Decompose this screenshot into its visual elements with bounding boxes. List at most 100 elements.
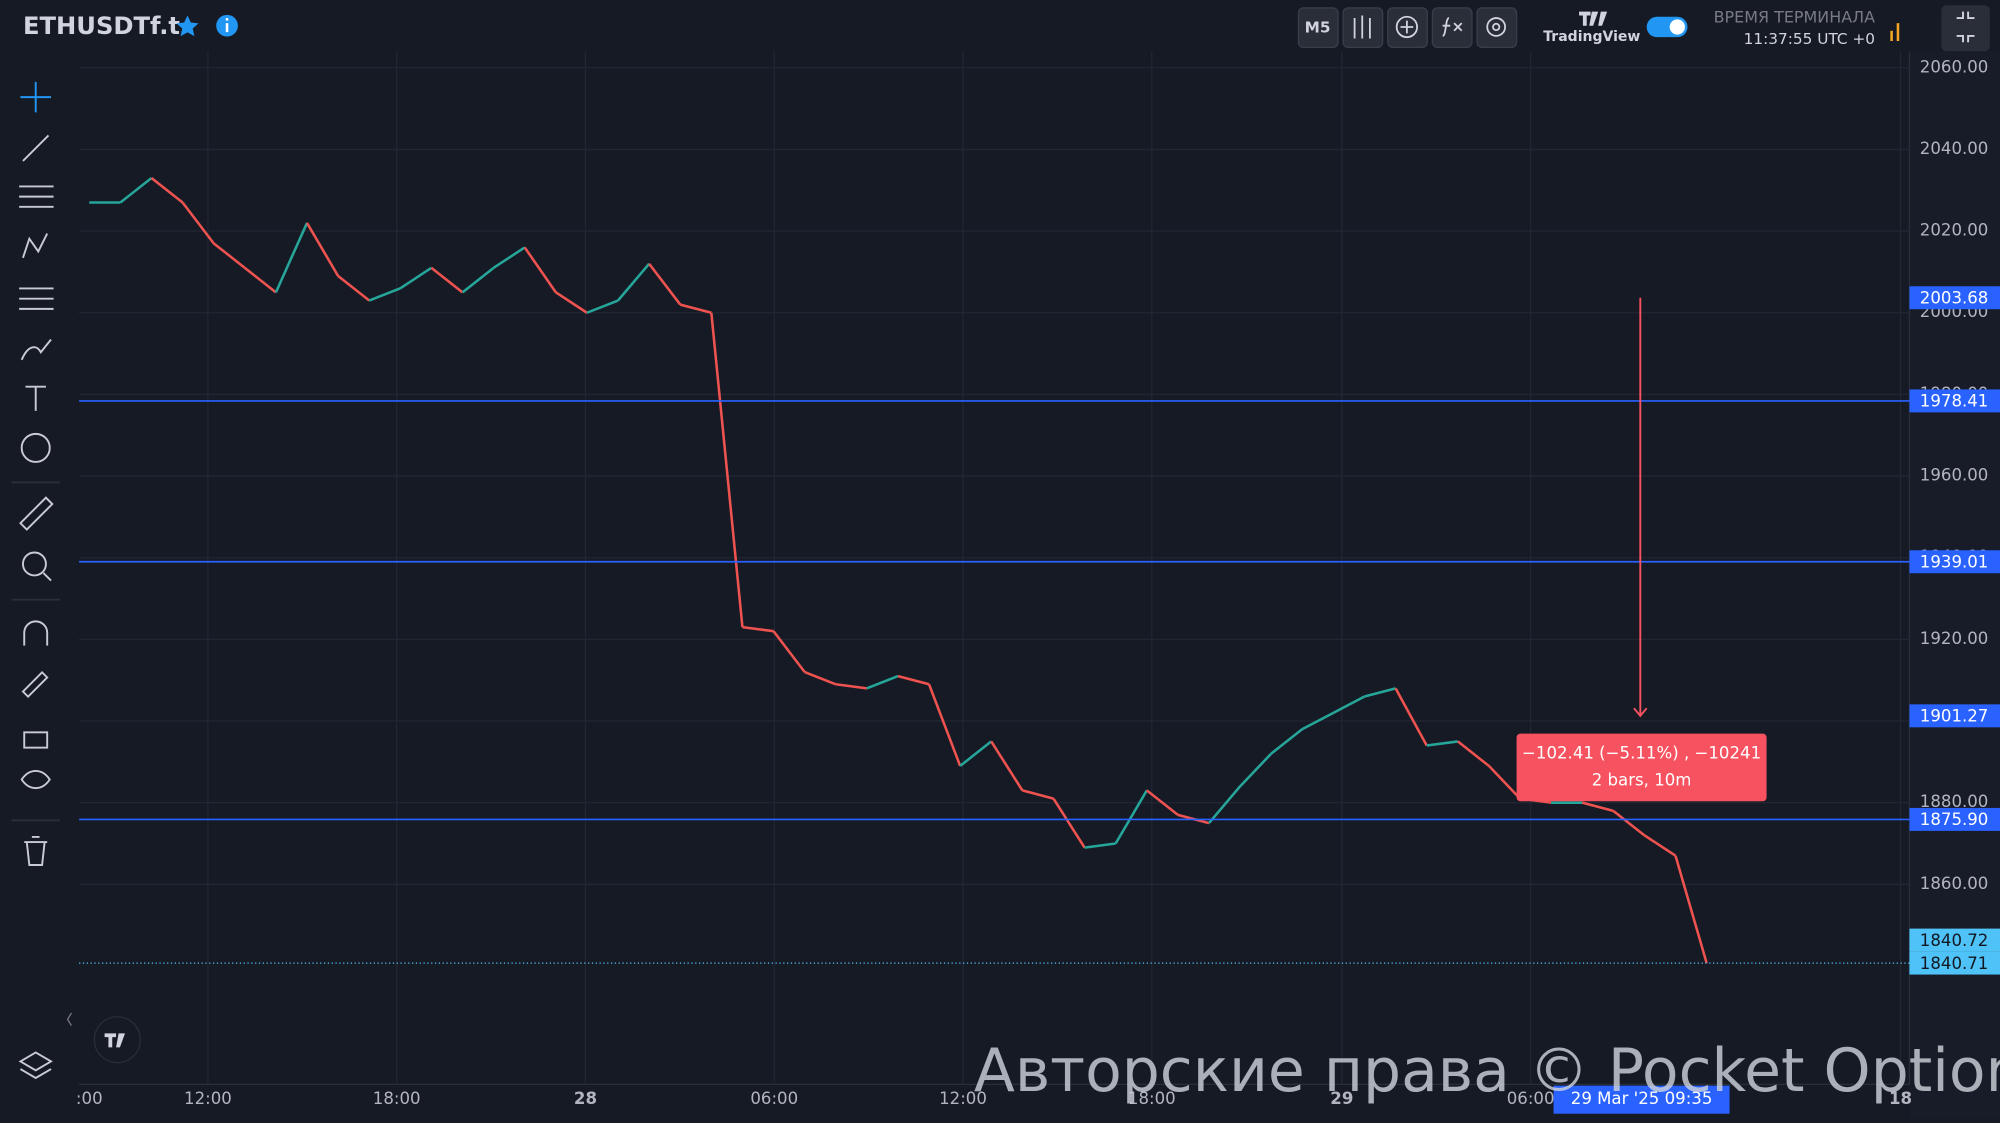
price-segment: [181, 201, 215, 245]
toggle-knob: [1669, 19, 1685, 35]
price-segment: [804, 670, 837, 686]
plus-icon: [1395, 15, 1418, 39]
price-segment: [1394, 687, 1428, 747]
price-segment: [430, 266, 464, 294]
delete-tool[interactable]: [24, 835, 48, 866]
ruler-tool[interactable]: [19, 496, 54, 531]
price-segment: [1643, 834, 1677, 857]
brand: TradingView: [1543, 29, 1640, 45]
terminal-time-label: ВРЕМЯ ТЕРМИНАЛА: [1714, 8, 1875, 27]
price-segment: [399, 266, 433, 290]
emoji-tool[interactable]: [20, 432, 51, 463]
x-tick-label: 06:00: [1507, 1089, 1555, 1108]
price-segment: [586, 299, 619, 314]
price-segment: [274, 222, 309, 293]
trendline-tool[interactable]: [22, 134, 50, 162]
x-tick-label: 29: [1330, 1089, 1353, 1108]
layers-tool[interactable]: [18, 1051, 53, 1080]
brush-tool[interactable]: [20, 338, 52, 361]
y-tick-label: 1960.00: [1920, 466, 1989, 485]
price-badge-label: 2003.68: [1920, 289, 1989, 308]
x-tick-label: 12:00: [939, 1089, 987, 1108]
signal-icon: [1890, 30, 1893, 42]
measure-arrow: [1633, 707, 1648, 718]
magnet-tool[interactable]: [23, 620, 49, 646]
collapse-arrow[interactable]: [66, 1012, 72, 1027]
zoom-tool: [42, 572, 52, 582]
price-badge-label: 1978.41: [1920, 392, 1989, 411]
info-glyph: [225, 23, 229, 33]
x-tick-label: :00: [76, 1089, 103, 1108]
symbol[interactable]: ETHUSDTf.t: [23, 12, 180, 40]
price-segment: [835, 683, 868, 690]
price-badge-label: 1840.72: [1920, 931, 1989, 950]
price-segment: [1581, 801, 1614, 813]
price-segment: [679, 303, 712, 314]
measure-tooltip: [1516, 733, 1767, 802]
lock-tool[interactable]: [23, 731, 49, 749]
price-segment: [1084, 842, 1116, 849]
text-tool[interactable]: [25, 385, 46, 411]
toolbar-divider: [11, 481, 60, 822]
price-badge: [1909, 807, 2000, 831]
fullscreen-button[interactable]: [1941, 5, 1990, 52]
measure-subtext: 2 bars, 10m: [1592, 770, 1692, 789]
price-segment: [742, 625, 774, 633]
measure-text: −102.41 (−5.11%) , −10241: [1522, 744, 1761, 763]
pattern-tool[interactable]: [22, 233, 49, 259]
candles-icon: [1353, 15, 1371, 39]
price-badge-label: 1939.01: [1920, 553, 1989, 572]
tv-logo: [1579, 11, 1608, 26]
price-badge-label: 1840.71: [1920, 954, 1989, 973]
price-segment: [1612, 809, 1646, 837]
price-segment: [1426, 740, 1458, 747]
crosshair-tool[interactable]: [20, 81, 52, 113]
price-segment: [897, 674, 930, 686]
price-segment: [1301, 711, 1334, 731]
y-tick-label: 1860.00: [1920, 874, 1989, 893]
price-segment: [1487, 765, 1521, 800]
price-segment: [244, 266, 277, 294]
info-glyph: [225, 18, 229, 21]
favorite-icon[interactable]: [176, 15, 199, 37]
price-segment: [523, 246, 557, 294]
price-badge-label: 1901.27: [1920, 707, 1989, 726]
price-segment: [710, 312, 744, 628]
timeframe: M5: [1305, 19, 1331, 37]
visibility-tool[interactable]: [20, 769, 51, 790]
lock-draw-tool[interactable]: [21, 671, 49, 698]
price-segment: [1145, 789, 1179, 816]
y-tick-label: 1880.00: [1920, 792, 1989, 811]
zoom-tool[interactable]: [22, 551, 47, 577]
price-segment: [337, 275, 371, 302]
price-segment: [368, 287, 401, 302]
y-tick-label: 1920.00: [1920, 629, 1989, 648]
price-segment: [461, 266, 495, 294]
x-tick-label: 06:00: [750, 1089, 798, 1108]
price-badge: [1909, 550, 2000, 574]
tv-badge[interactable]: [93, 1016, 141, 1064]
time-badge: [1553, 1085, 1730, 1114]
indicators-button[interactable]: [1431, 7, 1473, 49]
x-tick-label: 28: [574, 1089, 597, 1108]
y-tick-label: 2040.00: [1920, 139, 1989, 158]
x-tick-label: 18:00: [373, 1089, 421, 1108]
fib-tool[interactable]: [19, 185, 54, 208]
price-segment: [305, 222, 340, 277]
x-tick-label: 12:00: [184, 1089, 232, 1108]
tv-badge-logo: [104, 1033, 125, 1048]
price-segment: [866, 674, 899, 690]
price-segment: [150, 177, 184, 204]
price-segment: [772, 630, 806, 673]
timeframe-button[interactable]: [1297, 7, 1339, 49]
settings-button[interactable]: [1476, 7, 1518, 49]
y-tick-label: 2020.00: [1920, 221, 1989, 240]
price-badge: [1909, 704, 2000, 728]
price-segment: [1208, 785, 1242, 824]
price-segment: [492, 246, 526, 269]
price-segment: [990, 740, 1024, 792]
terminal-time: 11:37:55 UTC +0: [1744, 30, 1875, 48]
price-segment: [1270, 728, 1304, 755]
prediction-tool[interactable]: [19, 287, 54, 310]
